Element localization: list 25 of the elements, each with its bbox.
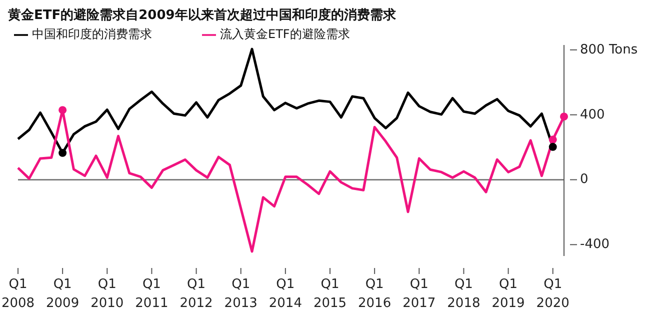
x-tick-label: Q1 2010 [90, 277, 124, 311]
y-tick-label: -400 [580, 237, 610, 252]
x-tick-label: Q1 2017 [402, 277, 436, 311]
point [560, 112, 568, 121]
point [58, 106, 67, 114]
legend-label: 中国和印度的消费需求 [32, 27, 152, 41]
x-tick-label: Q1 2012 [180, 277, 213, 311]
y-tick-label: 400 [580, 107, 605, 122]
chart-title: 黄金ETF的避险需求自2009年以来首次超过中国和印度的消费需求 [8, 6, 396, 24]
x-tick-label: Q1 2014 [268, 277, 302, 311]
x-tick-label: Q1 2013 [224, 277, 258, 311]
x-tick-label: Q1 2019 [492, 277, 525, 311]
x-tick-label: Q1 2015 [313, 277, 347, 311]
x-tick-label: Q1 2011 [135, 277, 168, 311]
x-tick-label: Q1 2008 [1, 277, 35, 311]
y-tick-label: 800 Tons [580, 42, 638, 58]
x-tick-label: Q1 2009 [46, 277, 80, 311]
point [548, 136, 557, 144]
point [58, 148, 67, 157]
y-tick-label: 0 [580, 172, 588, 188]
x-tick-label: Q1 2016 [358, 277, 392, 311]
point [548, 142, 557, 151]
x-tick-label: Q1 2018 [447, 277, 480, 311]
legend-label: 流入黄金ETF的避险需求 [220, 27, 350, 41]
x-tick-label: Q1 2020 [536, 277, 570, 311]
